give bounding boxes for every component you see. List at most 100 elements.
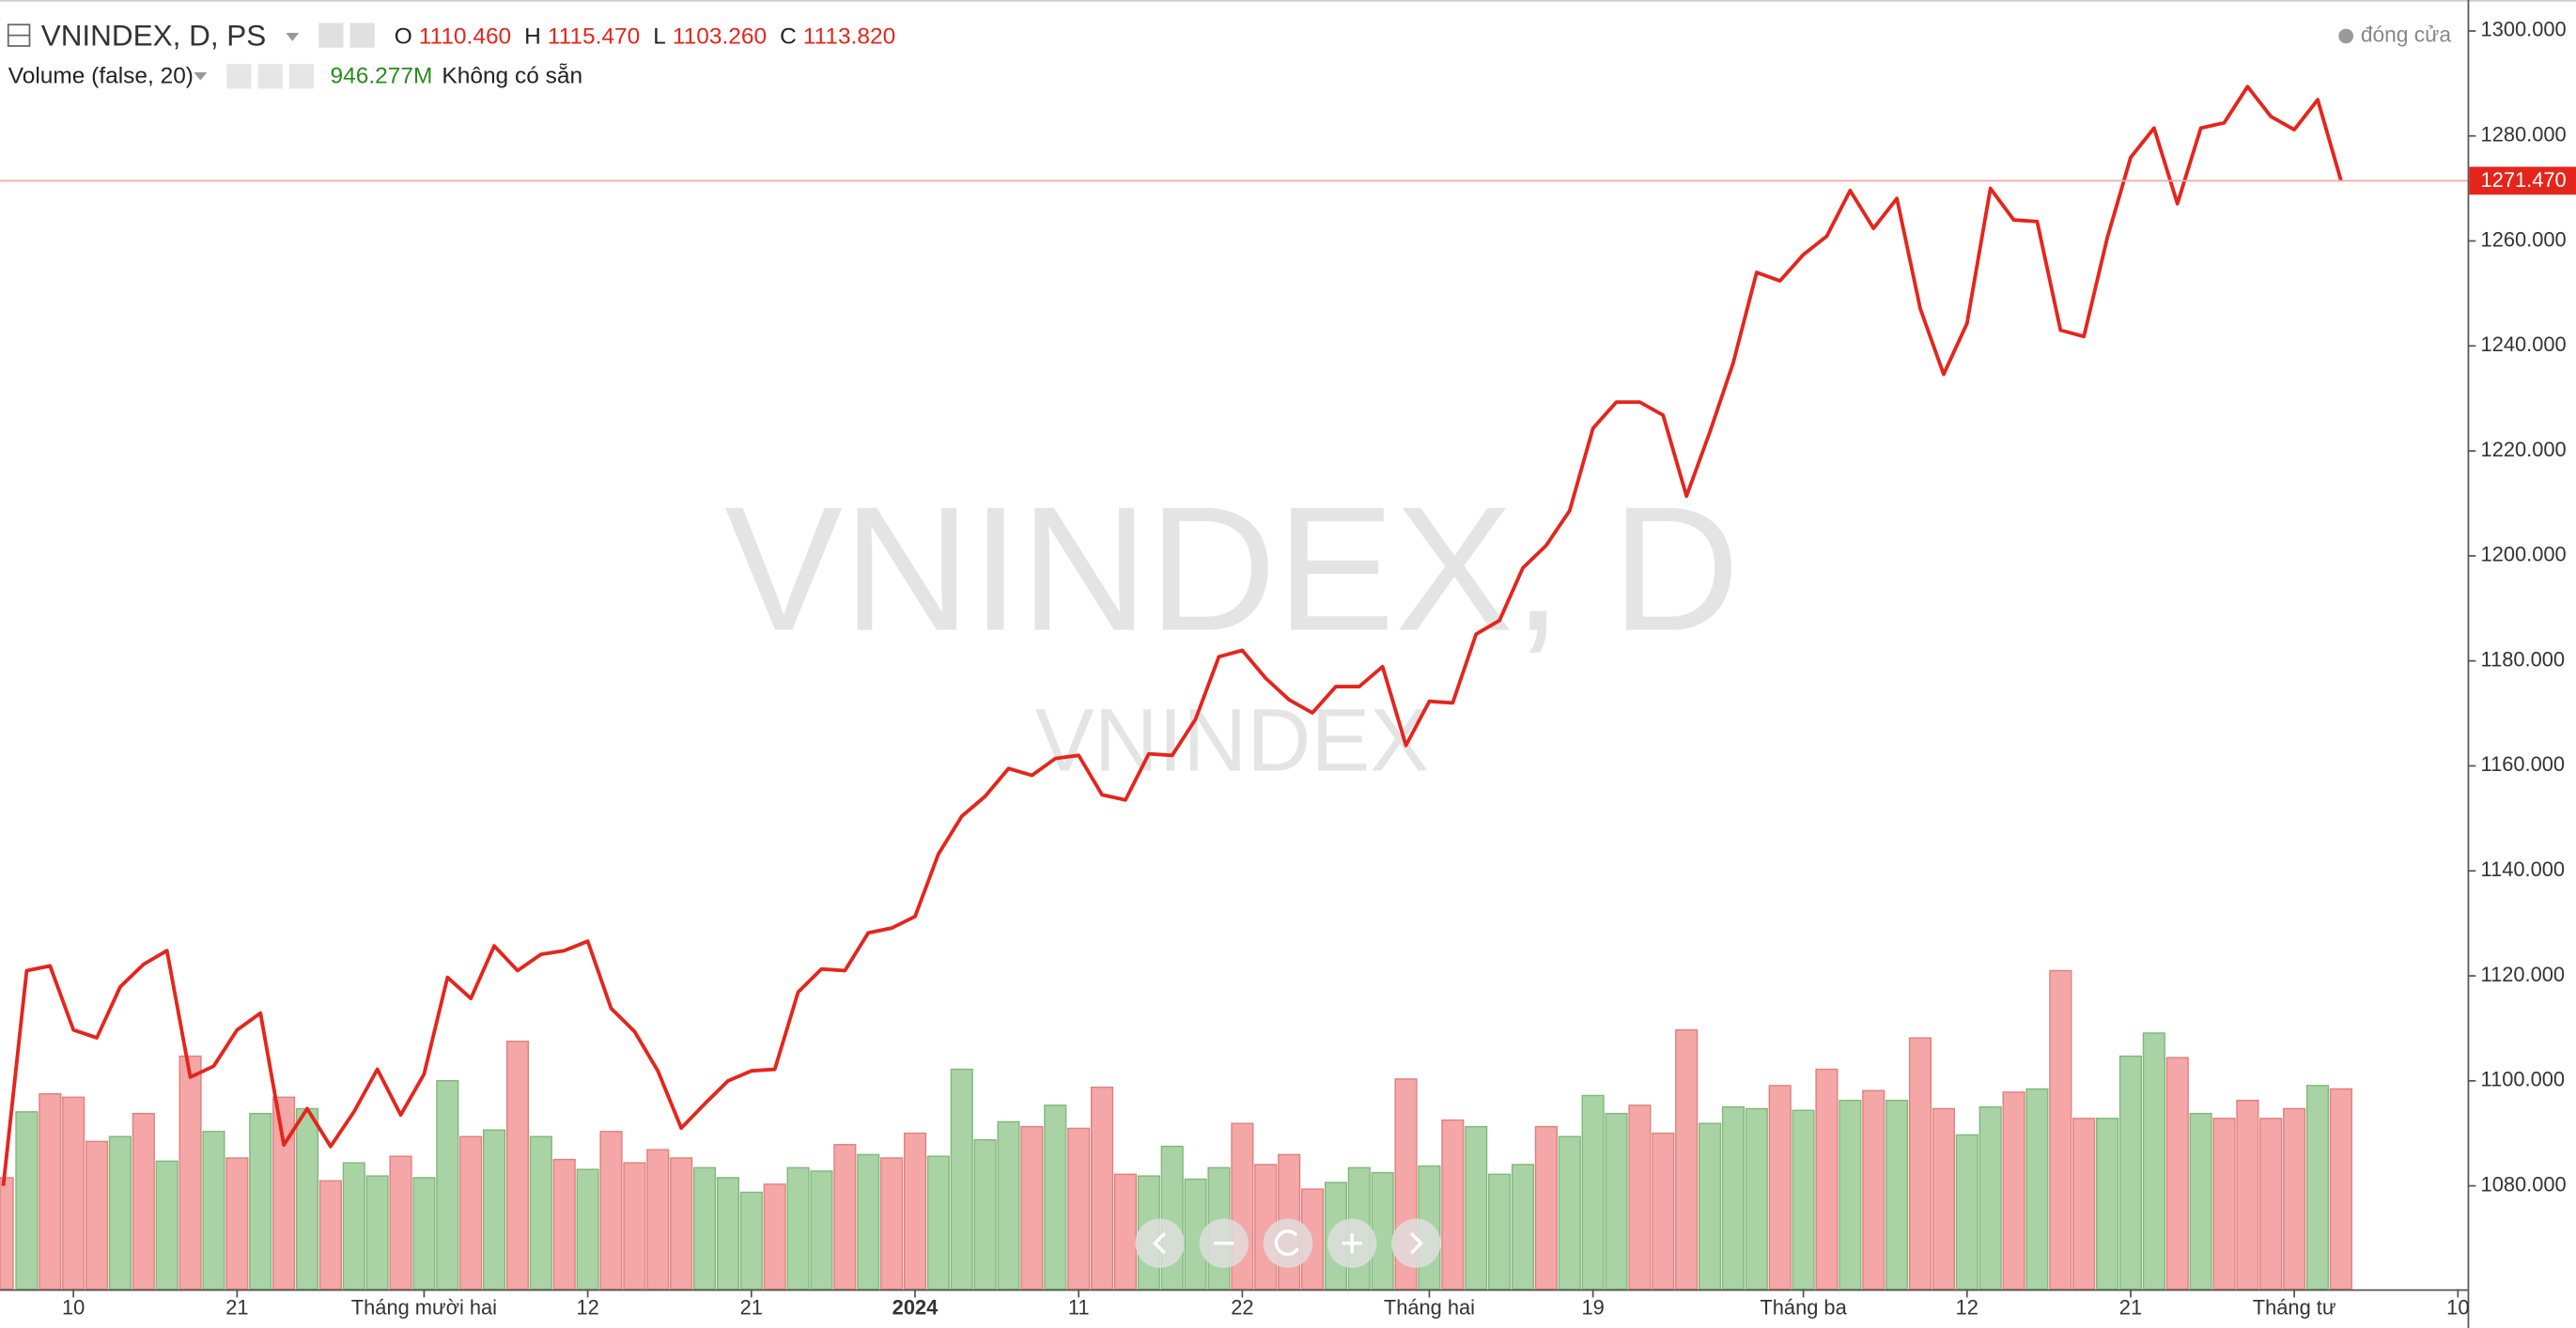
volume-bar [108,1135,132,1290]
x-tick-label: 11 [1068,1295,1090,1319]
volume-bar [1675,1028,1699,1290]
ohlc-key: H [524,24,541,50]
y-tick-label: 1260.000 [2481,227,2567,251]
volume-bar [1979,1105,2002,1290]
volume-bar [1067,1127,1091,1290]
volume-bar [1652,1132,1675,1290]
volume-bar [1581,1094,1605,1290]
volume-bar [2212,1118,2236,1290]
x-tick-label: 10 [2446,1295,2469,1319]
volume-bar [2049,969,2072,1290]
volume-bar [1371,1171,1394,1290]
volume-title: Volume (false, 20) [8,64,194,89]
dropdown-icon[interactable] [286,32,300,41]
y-tick-label: 1120.000 [2481,963,2565,986]
volume-bar [202,1131,225,1290]
x-tick-label: 10 [62,1295,85,1319]
ohlc-value: 1115.470 [548,24,640,50]
y-tick-label: 1200.000 [2481,543,2567,566]
y-tick-label: 1280.000 [2481,123,2567,147]
x-tick-label: 12 [1956,1295,1979,1319]
volume-bar [1721,1105,1745,1290]
x-tick-label: Tháng mười hai [351,1295,497,1319]
volume-bar [623,1162,646,1290]
volume-bar [2002,1091,2025,1290]
ohlc-key: O [395,24,412,50]
x-tick-label: Tháng ba [1760,1295,1847,1319]
settings-icon[interactable] [349,23,375,48]
ohlc-key: C [780,24,797,50]
volume-bar [295,1107,319,1290]
x-tick-label: Tháng hai [1384,1295,1475,1319]
volume-bar [810,1170,833,1290]
volume-bar [412,1177,436,1290]
volume-bar [1511,1164,1535,1290]
ohlc-value: 1103.260 [673,24,767,50]
volume-bar [1628,1104,1652,1290]
y-tick-label: 1180.000 [2481,647,2565,671]
volume-bar [973,1138,997,1290]
nav-icons [1152,1229,1424,1257]
volume-bar [225,1157,249,1290]
volume-bar [926,1155,950,1290]
y-tick-label: 1220.000 [2481,438,2567,461]
x-tick-label: 19 [1581,1295,1604,1319]
volume-bar [85,1140,109,1290]
volume-bar [1441,1119,1465,1290]
y-tick-label: 1140.000 [2481,857,2565,881]
volume-bar [483,1129,506,1290]
eye-icon[interactable] [318,23,344,48]
volume-bar [857,1153,880,1290]
price-layer [0,85,2468,1186]
volume-bar [1113,1173,1138,1290]
volume-bar [0,1177,14,1290]
volume-bar [997,1120,1020,1290]
eye-icon[interactable] [226,64,252,89]
volume-bar [342,1162,365,1290]
settings-icon[interactable] [257,64,283,89]
volume-bar [62,1096,85,1290]
volume-bar [670,1157,693,1290]
y-tick-label: 1300.000 [2481,18,2567,41]
ohlc-legend: O 1110.460 H 1115.470 L 1103.260 C 1113.820 [395,24,896,50]
volume-bar [1839,1099,1862,1290]
volume-bar [1534,1125,1558,1290]
ohlc-value: 1110.460 [419,24,511,50]
reset-button[interactable] [1263,1218,1313,1268]
volume-bar [1488,1173,1512,1290]
dropdown-icon[interactable] [194,71,208,81]
volume-bar [132,1112,155,1290]
volume-note: Không có sẵn [442,63,582,89]
scroll-left-button[interactable] [1135,1218,1185,1268]
volume-bar [1698,1122,1722,1290]
volume-bar [249,1112,272,1290]
volume-bar [692,1166,717,1290]
volume-bar [903,1132,927,1290]
x-tick-label: 2024 [892,1295,939,1319]
volume-value: 946.277M [331,64,433,89]
volume-bar [529,1135,552,1290]
close-icon[interactable] [288,64,315,89]
y-tick-label: 1100.000 [2481,1068,2565,1091]
volume-bar [950,1068,973,1290]
volume-bar [1558,1135,1581,1290]
volume-bar [1745,1107,1768,1290]
volume-bar [2329,1088,2352,1290]
volume-bar [39,1092,62,1290]
volume-bar [1815,1068,1839,1290]
y-tick-label: 1080.000 [2481,1172,2567,1196]
volume-bar [2165,1057,2189,1290]
volume-bar [599,1131,623,1290]
volume-bar [1885,1099,1909,1290]
ohlc-key: L [653,24,666,50]
price-line [1,85,2343,1186]
volume-bar [763,1183,786,1290]
volume-bar [786,1166,810,1290]
volume-bar [2072,1118,2096,1290]
volume-bar [1792,1109,1815,1290]
symbol-title: VNINDEX, D, PS [41,20,267,53]
volume-bar [272,1096,296,1290]
x-tick-label: 22 [1231,1295,1253,1319]
scroll-right-button[interactable] [1391,1218,1441,1268]
volume-bar [2259,1118,2283,1290]
